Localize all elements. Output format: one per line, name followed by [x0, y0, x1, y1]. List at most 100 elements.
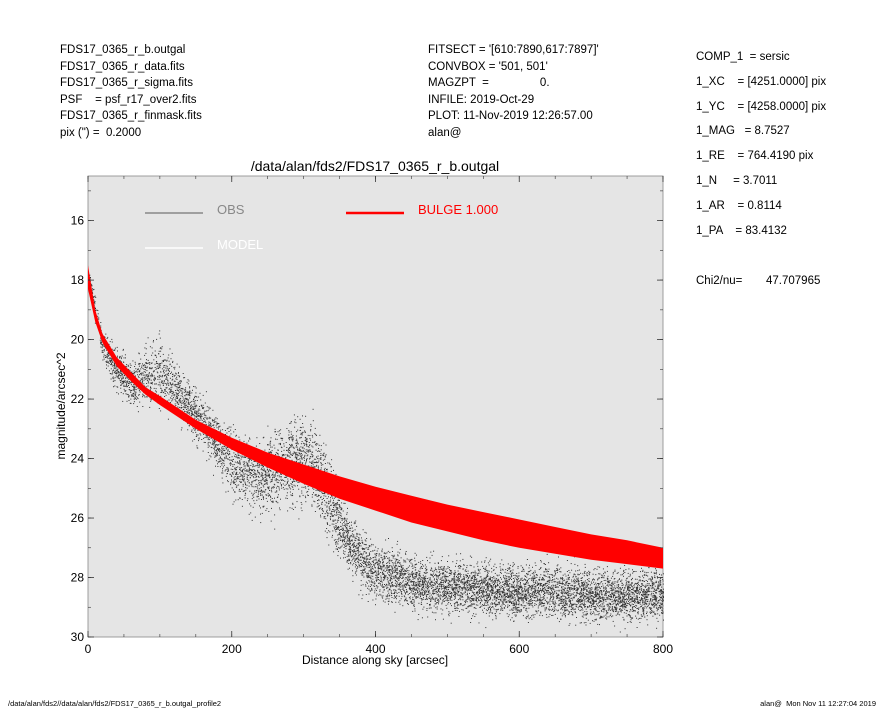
obs-point	[530, 602, 532, 604]
obs-point	[284, 484, 286, 486]
obs-point	[642, 607, 644, 609]
obs-point	[260, 522, 262, 524]
obs-point	[551, 615, 553, 616]
obs-point	[646, 600, 648, 602]
obs-point	[577, 601, 579, 603]
obs-point	[415, 576, 417, 578]
obs-point	[313, 442, 315, 443]
obs-point	[163, 380, 165, 382]
obs-point	[467, 606, 469, 608]
obs-point	[289, 507, 291, 509]
obs-point	[357, 539, 359, 540]
obs-point	[261, 464, 263, 466]
obs-point	[257, 469, 259, 471]
obs-point	[533, 578, 535, 579]
obs-point	[147, 377, 149, 379]
obs-point	[178, 398, 180, 400]
obs-point	[266, 481, 268, 483]
obs-point	[380, 567, 382, 569]
obs-point	[527, 591, 529, 593]
obs-point	[605, 587, 607, 589]
obs-point	[137, 398, 139, 400]
obs-point	[216, 454, 218, 455]
obs-point	[384, 557, 386, 559]
obs-point	[259, 482, 261, 483]
obs-point	[532, 614, 534, 616]
obs-point	[363, 551, 365, 553]
obs-point	[398, 584, 400, 585]
obs-point	[588, 601, 590, 603]
obs-point	[241, 499, 243, 500]
obs-point	[471, 585, 473, 587]
obs-point	[260, 475, 262, 476]
obs-point	[644, 603, 646, 605]
obs-point	[602, 585, 604, 587]
obs-point	[497, 609, 499, 611]
obs-point	[600, 617, 602, 618]
obs-point	[304, 431, 306, 433]
obs-point	[146, 396, 148, 397]
obs-point	[347, 530, 349, 532]
obs-point	[551, 609, 553, 611]
obs-point	[560, 567, 562, 569]
obs-point	[178, 391, 180, 393]
obs-point	[363, 549, 365, 550]
obs-point	[590, 595, 592, 597]
obs-point	[655, 573, 657, 575]
obs-point	[637, 593, 639, 595]
obs-point	[617, 613, 619, 615]
obs-point	[660, 580, 662, 582]
obs-point	[223, 453, 224, 455]
obs-point	[454, 570, 456, 572]
obs-point	[136, 397, 138, 399]
obs-point	[583, 585, 585, 587]
obs-point	[594, 595, 596, 597]
obs-point	[468, 582, 470, 584]
obs-point	[495, 600, 497, 602]
obs-point	[396, 592, 398, 594]
obs-point	[532, 577, 534, 579]
obs-point	[611, 616, 613, 618]
obs-point	[178, 383, 180, 385]
obs-point	[416, 572, 417, 573]
obs-point	[171, 400, 173, 402]
obs-point	[222, 429, 224, 431]
obs-point	[443, 592, 445, 594]
obs-point	[580, 580, 582, 581]
obs-point	[638, 585, 640, 587]
obs-point	[506, 613, 508, 615]
obs-point	[568, 624, 570, 626]
obs-point	[372, 572, 374, 574]
obs-point	[566, 592, 568, 594]
obs-point	[537, 589, 539, 591]
obs-point	[529, 578, 531, 580]
obs-point	[296, 501, 298, 503]
obs-point	[142, 363, 143, 365]
obs-point	[579, 591, 581, 593]
obs-point	[522, 580, 524, 582]
obs-point	[290, 436, 292, 438]
obs-point	[420, 589, 422, 591]
obs-point	[411, 600, 413, 602]
obs-point	[473, 613, 475, 615]
obs-point	[642, 601, 644, 603]
obs-point	[234, 482, 236, 483]
obs-point	[184, 404, 186, 406]
obs-point	[316, 462, 318, 464]
obs-point	[442, 579, 444, 581]
obs-point	[462, 588, 464, 590]
obs-point	[355, 538, 357, 540]
obs-point	[560, 618, 562, 620]
obs-point	[430, 579, 432, 581]
obs-point	[500, 568, 502, 570]
obs-point	[291, 454, 293, 456]
obs-point	[598, 597, 600, 599]
obs-point	[517, 575, 519, 577]
obs-point	[509, 578, 511, 579]
obs-point	[569, 611, 571, 613]
obs-point	[429, 598, 430, 600]
obs-point	[205, 422, 207, 424]
obs-point	[527, 588, 529, 590]
obs-point	[662, 598, 663, 600]
obs-point	[623, 598, 625, 600]
